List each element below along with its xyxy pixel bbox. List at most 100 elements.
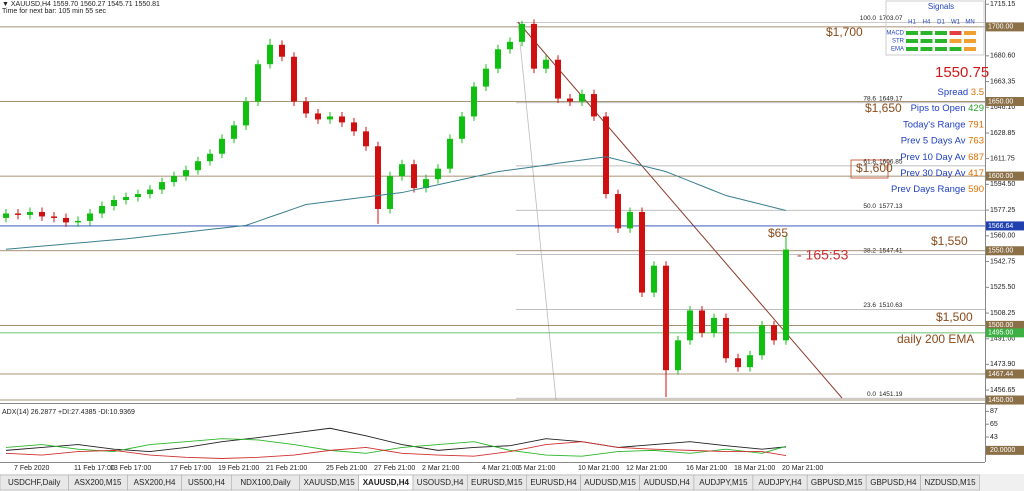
candle-body	[471, 86, 477, 117]
candle-body	[567, 98, 573, 102]
tab-label[interactable]: USOUSD,H4	[417, 478, 464, 487]
signal-cell	[920, 47, 933, 51]
tab-label[interactable]: XAUUSD,M15	[304, 478, 356, 487]
candle-body	[711, 317, 717, 333]
candle-body	[87, 213, 93, 221]
candle-body	[771, 325, 777, 341]
info-row: Today's Range 791	[903, 119, 984, 130]
tab-label[interactable]: AUDJPY,H4	[759, 478, 803, 487]
candle-body	[27, 211, 33, 215]
tab[interactable]	[920, 474, 980, 491]
y-tick-label: 1628.85	[990, 130, 1015, 137]
info-label: Prev Days Range	[891, 184, 965, 195]
y-tick-label: 1611.75	[990, 155, 1015, 162]
fib-ratio: 0.0	[867, 391, 876, 398]
info-label: Prev 5 Days Av	[901, 135, 966, 146]
tab-label[interactable]: NZDUSD,M15	[924, 478, 976, 487]
candle-body	[207, 153, 213, 162]
tab-label[interactable]: USDCHF,Daily	[8, 478, 60, 487]
tab-label[interactable]: GBPUSD,H4	[870, 478, 917, 487]
tab-label[interactable]: ASX200,M15	[74, 478, 122, 487]
candle-body	[543, 59, 549, 69]
candle-body	[687, 310, 693, 341]
annotation: $65	[768, 226, 788, 240]
level-tag	[986, 22, 1024, 32]
y-tick-label: 1473.90	[990, 361, 1015, 368]
candle-body	[663, 265, 669, 371]
candle-body	[243, 101, 249, 126]
signals-title: Signals	[928, 2, 954, 11]
indicator-title: ADX(14) 26.2877 +DI:27.4385 -DI:10.9369	[2, 409, 135, 416]
tab-label[interactable]: AUDUSD,H4	[644, 478, 691, 487]
signal-cell	[935, 31, 947, 35]
x-tick-label: 17 Feb 17:00	[170, 465, 211, 472]
signal-row: STR	[892, 39, 905, 45]
candle-body	[231, 125, 237, 139]
tab-label[interactable]: NDX100,Daily	[240, 478, 290, 487]
tab-label[interactable]: AUDUSD,M15	[584, 478, 636, 487]
x-tick-label: 4 Mar 21:00	[482, 465, 519, 472]
fib-ratio: 23.6	[863, 302, 876, 309]
candle-body	[447, 138, 453, 169]
info-row: Prev Days Range 590	[891, 184, 984, 195]
fib-ratio: 100.0	[860, 15, 877, 22]
level-tag-label: 1700.00	[988, 24, 1013, 31]
level-tag	[986, 369, 1024, 379]
x-tick-label: 16 Mar 21:00	[686, 465, 727, 472]
candle-body	[135, 194, 141, 198]
fib-ratio: 78.6	[863, 95, 876, 102]
level-tag	[986, 328, 1024, 338]
level-tag	[986, 221, 1024, 231]
level-tag	[986, 246, 1024, 256]
candle-body	[591, 94, 597, 117]
current-price: 1550.75	[935, 64, 989, 81]
signal-column: H1	[908, 20, 916, 26]
candle-body	[375, 146, 381, 209]
y-tick-label: 1525.50	[990, 284, 1015, 291]
candle-body	[255, 64, 261, 102]
candle-body	[291, 56, 297, 102]
candle-body	[555, 59, 561, 99]
candle-body	[219, 138, 225, 154]
signal-cell	[935, 39, 947, 43]
tab-label[interactable]: EURUSD,H4	[530, 478, 577, 487]
level-tag-label: 1450.00	[988, 397, 1013, 404]
info-label: Today's Range	[903, 119, 966, 130]
candle-body	[195, 161, 201, 171]
candle-body	[75, 220, 81, 223]
fib-ratio: 50.0	[863, 203, 876, 210]
candle-body	[183, 170, 189, 177]
y-tick-label: 1594.50	[990, 181, 1015, 188]
candle-body	[639, 211, 645, 293]
signal-cell	[935, 47, 947, 51]
info-label: Spread	[938, 87, 969, 98]
candle-body	[627, 211, 633, 229]
tab-label[interactable]: AUDJPY,M15	[699, 478, 748, 487]
x-tick-label: 12 Mar 21:00	[626, 465, 667, 472]
info-value: 791	[968, 119, 984, 130]
info-row: Pips to Open 429	[911, 103, 984, 114]
signal-row: EMA	[891, 47, 904, 53]
signal-cell	[964, 39, 976, 43]
level-tag-label: 1500.00	[988, 322, 1013, 329]
countdown: - 165:53	[797, 247, 849, 263]
signal-column: H4	[923, 20, 931, 26]
candle-body	[435, 168, 441, 180]
signal-row: MACD	[886, 31, 904, 37]
tab-label[interactable]: XAUUSD,H4	[363, 478, 410, 487]
candle-body	[267, 44, 273, 65]
candle-body	[411, 164, 417, 189]
tab-label[interactable]: ASX200,H4	[134, 478, 176, 487]
x-tick-label: 25 Feb 21:00	[326, 465, 367, 472]
signal-cell	[964, 47, 976, 51]
fib-price: 1606.85	[879, 159, 903, 166]
candle-body	[351, 122, 357, 132]
tab-label[interactable]: EURUSD,M15	[471, 478, 523, 487]
x-tick-label: 19 Feb 21:00	[218, 465, 259, 472]
indicator-line	[5, 441, 787, 459]
tab-label[interactable]: GBPUSD,M15	[811, 478, 863, 487]
candle-body	[615, 194, 621, 229]
x-tick-label: 10 Mar 21:00	[578, 465, 619, 472]
tab-label[interactable]: US500,H4	[188, 478, 225, 487]
signal-cell	[920, 31, 933, 35]
